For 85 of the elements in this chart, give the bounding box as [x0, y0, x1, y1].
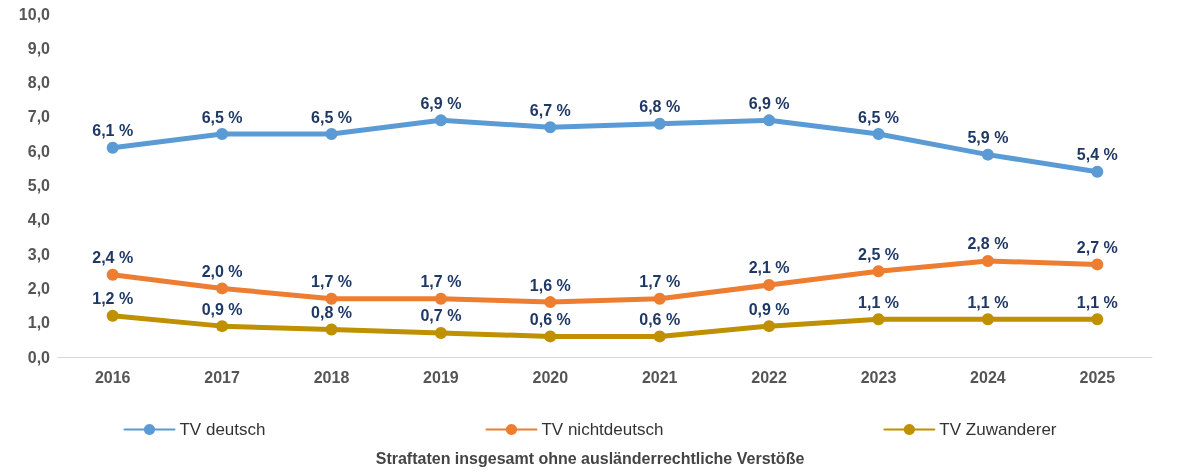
- point: [1091, 165, 1104, 178]
- y-tick-label: 8,0: [27, 74, 51, 92]
- data-label: 0,9 %: [748, 300, 790, 318]
- data-label: 0,8 %: [311, 304, 352, 322]
- x-tick-label: 2016: [94, 368, 131, 386]
- point: [434, 114, 447, 127]
- x-tick-label: 2025: [1079, 368, 1116, 386]
- y-tick-label: 0,0: [27, 348, 51, 366]
- data-label: 6,1 %: [92, 122, 134, 140]
- data-label: 1,1 %: [967, 293, 1009, 311]
- point: [872, 313, 885, 326]
- point: [325, 292, 338, 305]
- data-label: 0,6 %: [529, 310, 571, 328]
- point: [1091, 313, 1104, 326]
- point: [106, 141, 119, 154]
- data-label: 6,9 %: [748, 94, 790, 112]
- data-label: 0,9 %: [201, 300, 243, 318]
- y-tick-label: 2,0: [27, 279, 51, 297]
- data-label: 2,0 %: [201, 262, 243, 280]
- data-label: 1,2 %: [92, 290, 134, 308]
- data-label: 5,4 %: [1076, 146, 1118, 164]
- point: [544, 330, 557, 343]
- point: [763, 114, 776, 127]
- point: [872, 265, 885, 278]
- data-label: 2,1 %: [748, 259, 790, 277]
- data-label: 2,7 %: [1076, 238, 1118, 256]
- data-label: 5,9 %: [967, 129, 1009, 147]
- data-label: 6,9 %: [420, 94, 462, 112]
- legend-label: TV nichtdeutsch: [541, 420, 664, 439]
- point: [981, 313, 994, 326]
- data-label: 1,6 %: [529, 276, 571, 294]
- point: [1091, 258, 1104, 271]
- y-tick-label: 1,0: [27, 314, 51, 332]
- text: Straftaten insgesamt ohne ausländerrechtliche Verstöße: [375, 449, 805, 467]
- point: [653, 330, 666, 343]
- data-label: 6,5 %: [311, 108, 352, 126]
- point: [544, 296, 557, 309]
- point: [106, 309, 119, 322]
- x-tick-label: 2023: [860, 368, 897, 386]
- point: [981, 254, 994, 267]
- x-tick-label: 2024: [970, 368, 1006, 386]
- data-label: 0,6 %: [639, 310, 681, 328]
- y-tick-label: 7,0: [27, 108, 51, 126]
- legend-label: TV Zuwanderer: [939, 420, 1057, 439]
- data-label: 2,8 %: [967, 235, 1009, 253]
- data-label: 1,7 %: [311, 273, 352, 291]
- x-tick-label: 2018: [313, 368, 350, 386]
- point: [106, 268, 119, 281]
- data-label: 2,4 %: [92, 249, 134, 267]
- data-label: 1,7 %: [420, 273, 462, 291]
- data-label: 0,7 %: [420, 307, 462, 325]
- legend-label: TV deutsch: [179, 420, 266, 439]
- data-label: 1,1 %: [1076, 293, 1118, 311]
- point: [434, 326, 447, 339]
- point: [544, 121, 557, 134]
- y-tick-label: 10,0: [18, 5, 51, 23]
- x-tick-label: 2017: [204, 368, 240, 386]
- data-label: 6,5 %: [201, 108, 243, 126]
- data-label: 2,5 %: [858, 245, 899, 263]
- point: [216, 128, 229, 141]
- x-tick-label: 2022: [751, 368, 787, 386]
- y-tick-label: 4,0: [27, 211, 51, 229]
- point: [763, 278, 776, 291]
- point: [653, 292, 666, 305]
- x-tick-label: 2021: [641, 368, 678, 386]
- point: [434, 292, 447, 305]
- data-label: 1,1 %: [858, 293, 899, 311]
- point: [325, 323, 338, 336]
- point: [763, 320, 776, 333]
- x-tick-label: 2020: [532, 368, 569, 386]
- y-tick-label: 9,0: [27, 39, 51, 57]
- point: [653, 117, 666, 130]
- point: [325, 128, 338, 141]
- point: [216, 320, 229, 333]
- y-tick-label: 3,0: [27, 245, 51, 263]
- point: [216, 282, 229, 295]
- x-tick-label: 2019: [423, 368, 459, 386]
- data-label: 6,8 %: [639, 98, 681, 116]
- data-label: 6,5 %: [858, 108, 899, 126]
- y-tick-label: 5,0: [27, 177, 51, 194]
- data-label: 1,7 %: [639, 273, 681, 291]
- point: [872, 128, 885, 141]
- point: [981, 148, 994, 161]
- data-label: 6,7 %: [529, 101, 571, 119]
- y-tick-label: 6,0: [27, 142, 51, 160]
